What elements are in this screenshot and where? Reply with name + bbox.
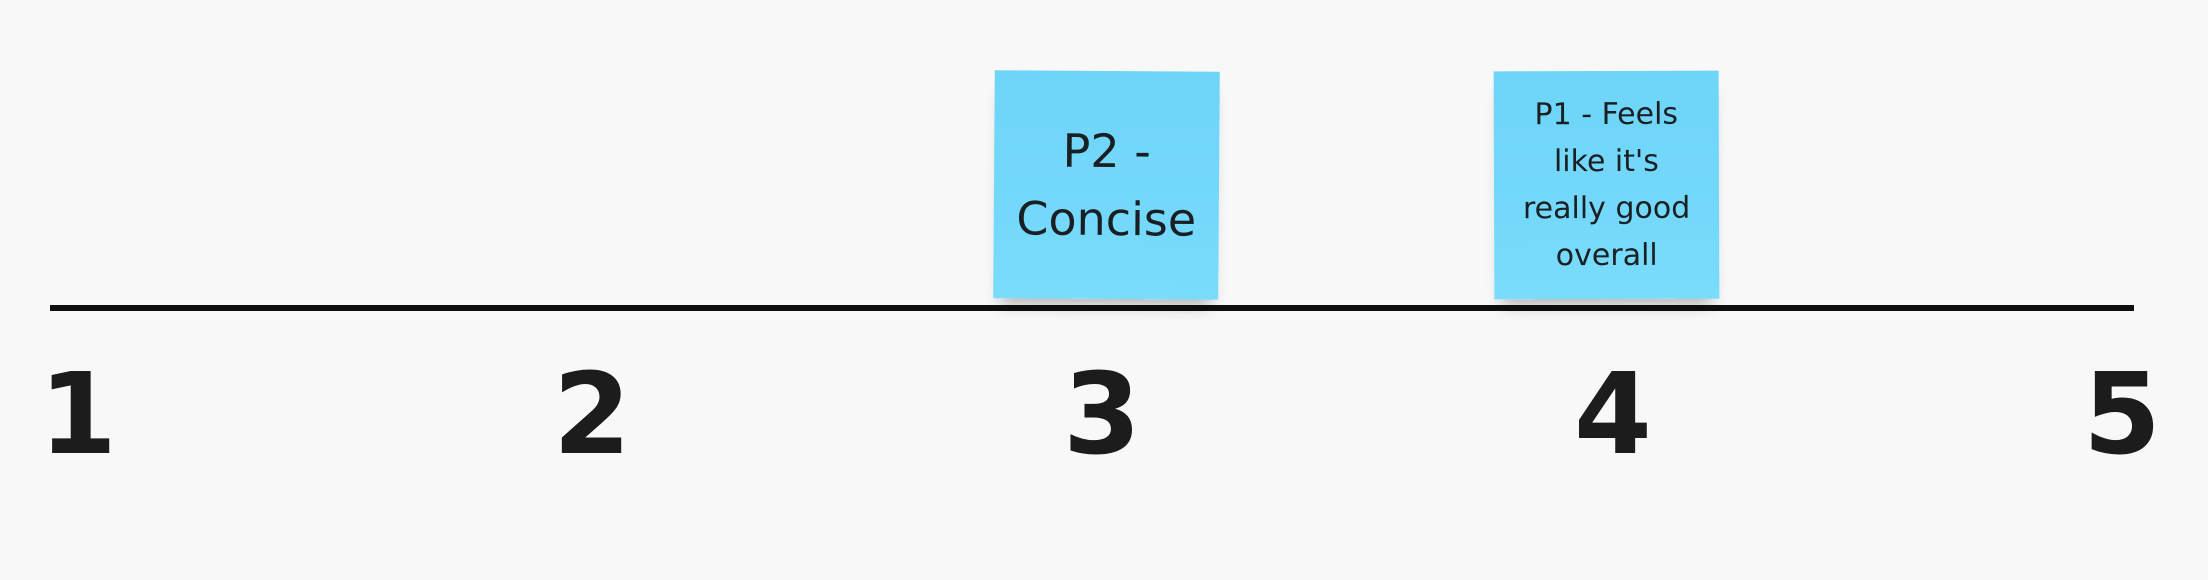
sticky-note-text: P2 - Concise — [1016, 123, 1197, 247]
scale-label-1: 1 — [39, 350, 117, 480]
sticky-note-p2[interactable]: P2 - Concise — [993, 70, 1220, 300]
scale-label-3: 3 — [1063, 350, 1141, 480]
scale-label-4: 4 — [1574, 350, 1652, 480]
rating-scale-line — [50, 305, 2134, 311]
sticky-note-p1[interactable]: P1 - Feels like it's really good overall — [1493, 70, 1720, 300]
scale-label-2: 2 — [553, 350, 631, 480]
scale-label-5: 5 — [2083, 350, 2161, 480]
sticky-note-text: P1 - Feels like it's really good overall — [1522, 96, 1691, 274]
